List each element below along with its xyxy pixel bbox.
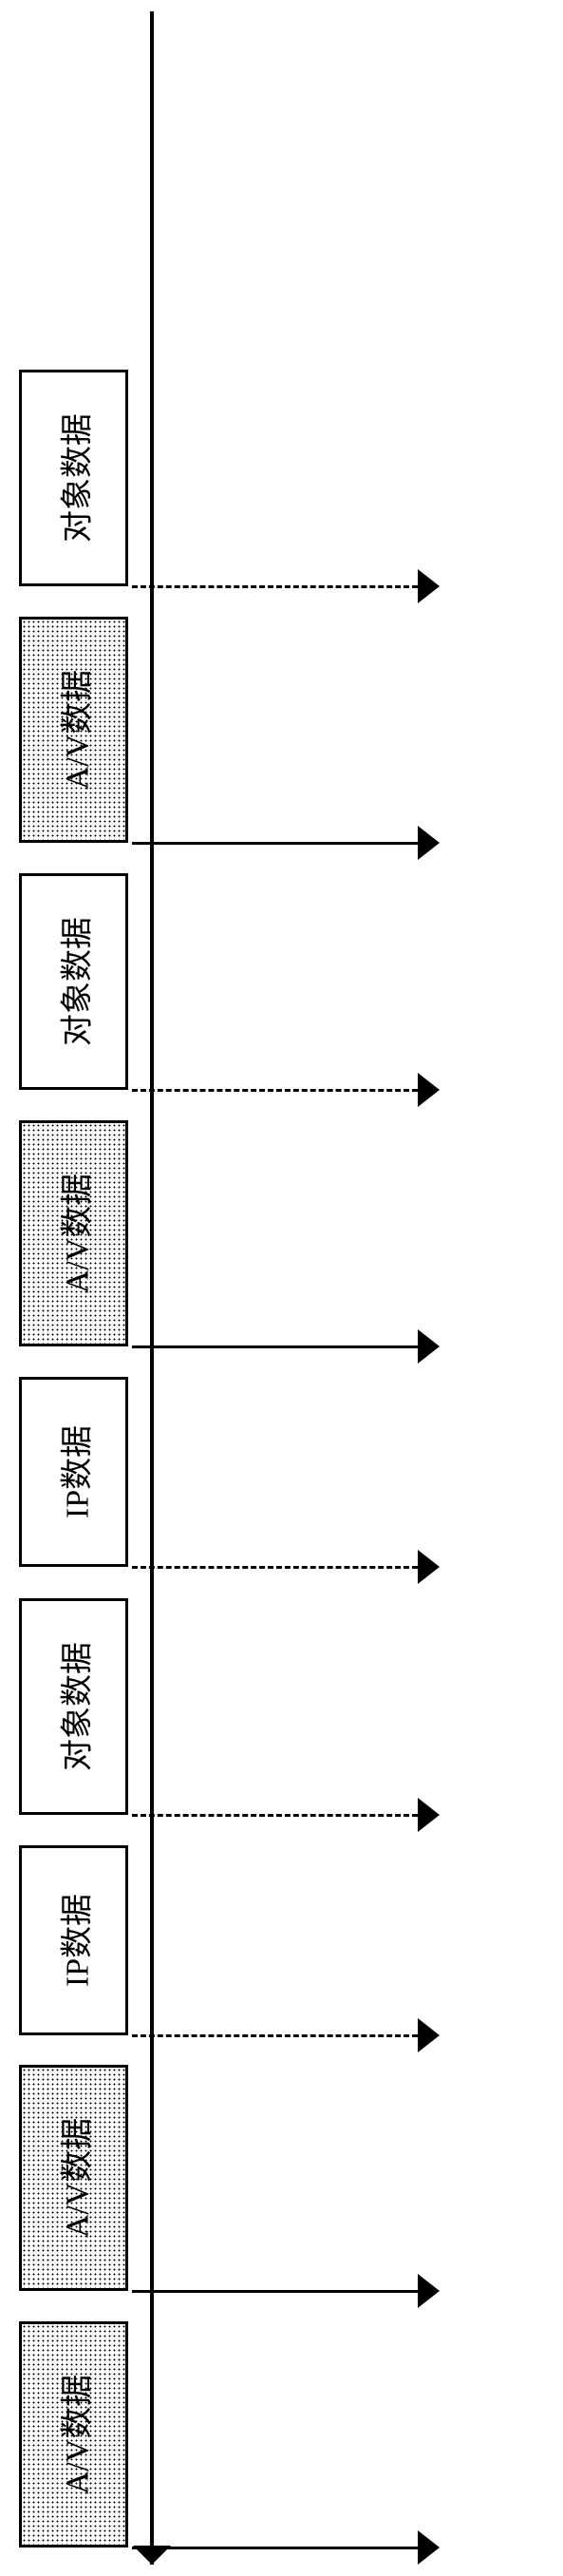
data-box-label: 对象数据 <box>50 917 97 1046</box>
arrow-dashed <box>132 585 418 588</box>
arrow-solid <box>132 2290 418 2293</box>
data-box: A/V数据 <box>19 1120 128 1346</box>
data-box-label: 对象数据 <box>50 413 97 543</box>
data-box-label: A/V数据 <box>50 2375 97 2495</box>
data-box-label: IP数据 <box>50 1425 97 1518</box>
data-box: A/V数据 <box>19 2321 128 2547</box>
arrowhead-right <box>418 2530 440 2565</box>
data-box-label: 对象数据 <box>50 1642 97 1771</box>
arrowhead-right <box>418 1073 440 1107</box>
data-box: A/V数据 <box>19 2065 128 2291</box>
arrow-solid <box>132 1345 418 1348</box>
diagram-canvas: A/V数据A/V数据IP数据对象数据IP数据A/V数据对象数据A/V数据对象数据 <box>0 0 563 2576</box>
data-box-label: A/V数据 <box>50 2118 97 2239</box>
arrow-dashed <box>132 1089 418 1092</box>
arrowhead-right <box>418 2274 440 2308</box>
arrowhead-right <box>418 2018 440 2052</box>
data-box: 对象数据 <box>19 370 128 586</box>
data-box-label: IP数据 <box>50 1894 97 1987</box>
arrow-dashed <box>132 1566 418 1569</box>
arrow-dashed <box>132 1814 418 1817</box>
data-box: 对象数据 <box>19 873 128 1090</box>
time-axis <box>150 11 154 2565</box>
arrowhead-right <box>418 1329 440 1364</box>
data-box-label: A/V数据 <box>50 670 97 791</box>
arrow-solid <box>132 2547 418 2549</box>
arrowhead-right <box>418 826 440 860</box>
arrow-dashed <box>132 2034 418 2037</box>
arrowhead-right <box>418 1798 440 1832</box>
data-box-label: A/V数据 <box>50 1174 97 1294</box>
data-box: IP数据 <box>19 1377 128 1567</box>
data-box: 对象数据 <box>19 1598 128 1815</box>
data-box: IP数据 <box>19 1845 128 2035</box>
arrowhead-right <box>418 1550 440 1584</box>
arrowhead-right <box>418 569 440 603</box>
arrow-solid <box>132 842 418 845</box>
data-box: A/V数据 <box>19 617 128 843</box>
